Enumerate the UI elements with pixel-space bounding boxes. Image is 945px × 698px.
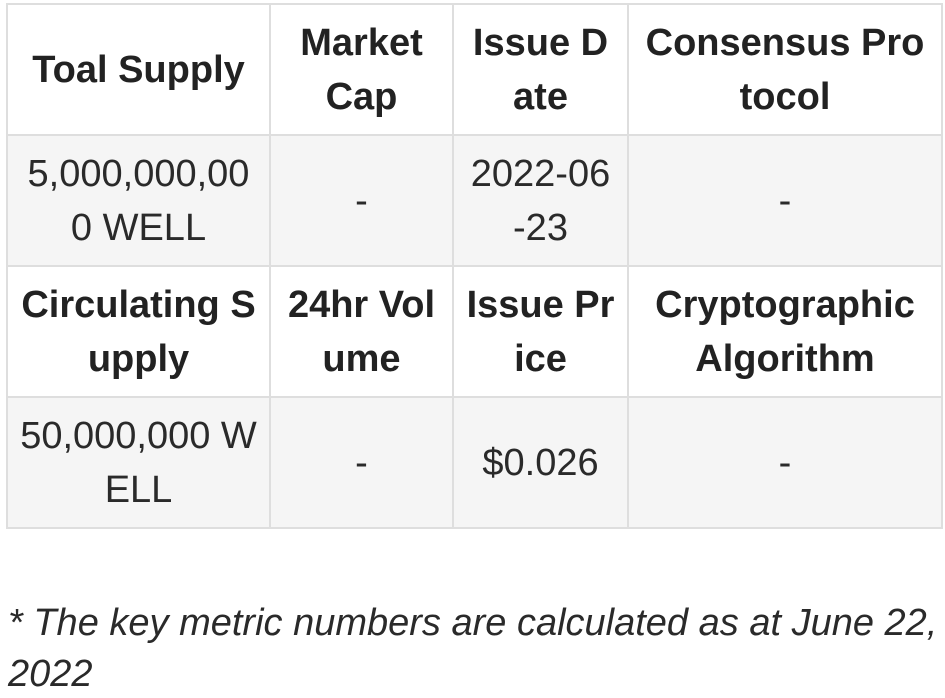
key-metrics-table: Toal Supply Market Cap Issue Date Consen…: [6, 3, 943, 529]
market-cap-header: Market Cap: [269, 3, 454, 136]
volume-24hr-header: 24hr Volume: [269, 265, 454, 398]
issue-date-header: Issue Date: [452, 3, 629, 136]
issue-date-value: 2022-06-23: [452, 134, 629, 267]
consensus-protocol-value: -: [627, 134, 943, 267]
circulating-supply-header: Circulating Supply: [6, 265, 271, 398]
table-row: 5,000,000,000 WELL - 2022-06-23 -: [6, 134, 943, 267]
total-supply-value: 5,000,000,000 WELL: [6, 134, 271, 267]
cryptographic-algorithm-value: -: [627, 396, 943, 529]
volume-24hr-value: -: [269, 396, 454, 529]
table-row: 50,000,000 WELL - $0.026 -: [6, 396, 943, 529]
table-header-row: Toal Supply Market Cap Issue Date Consen…: [6, 3, 943, 136]
issue-price-header: Issue Price: [452, 265, 629, 398]
consensus-protocol-header: Consensus Protocol: [627, 3, 943, 136]
circulating-supply-value: 50,000,000 WELL: [6, 396, 271, 529]
issue-price-value: $0.026: [452, 396, 629, 529]
market-cap-value: -: [269, 134, 454, 267]
table-header-row: Circulating Supply 24hr Volume Issue Pri…: [6, 265, 943, 398]
total-supply-header: Toal Supply: [6, 3, 271, 136]
metrics-footnote: * The key metric numbers are calculated …: [8, 602, 938, 695]
cryptographic-algorithm-header: Cryptographic Algorithm: [627, 265, 943, 398]
